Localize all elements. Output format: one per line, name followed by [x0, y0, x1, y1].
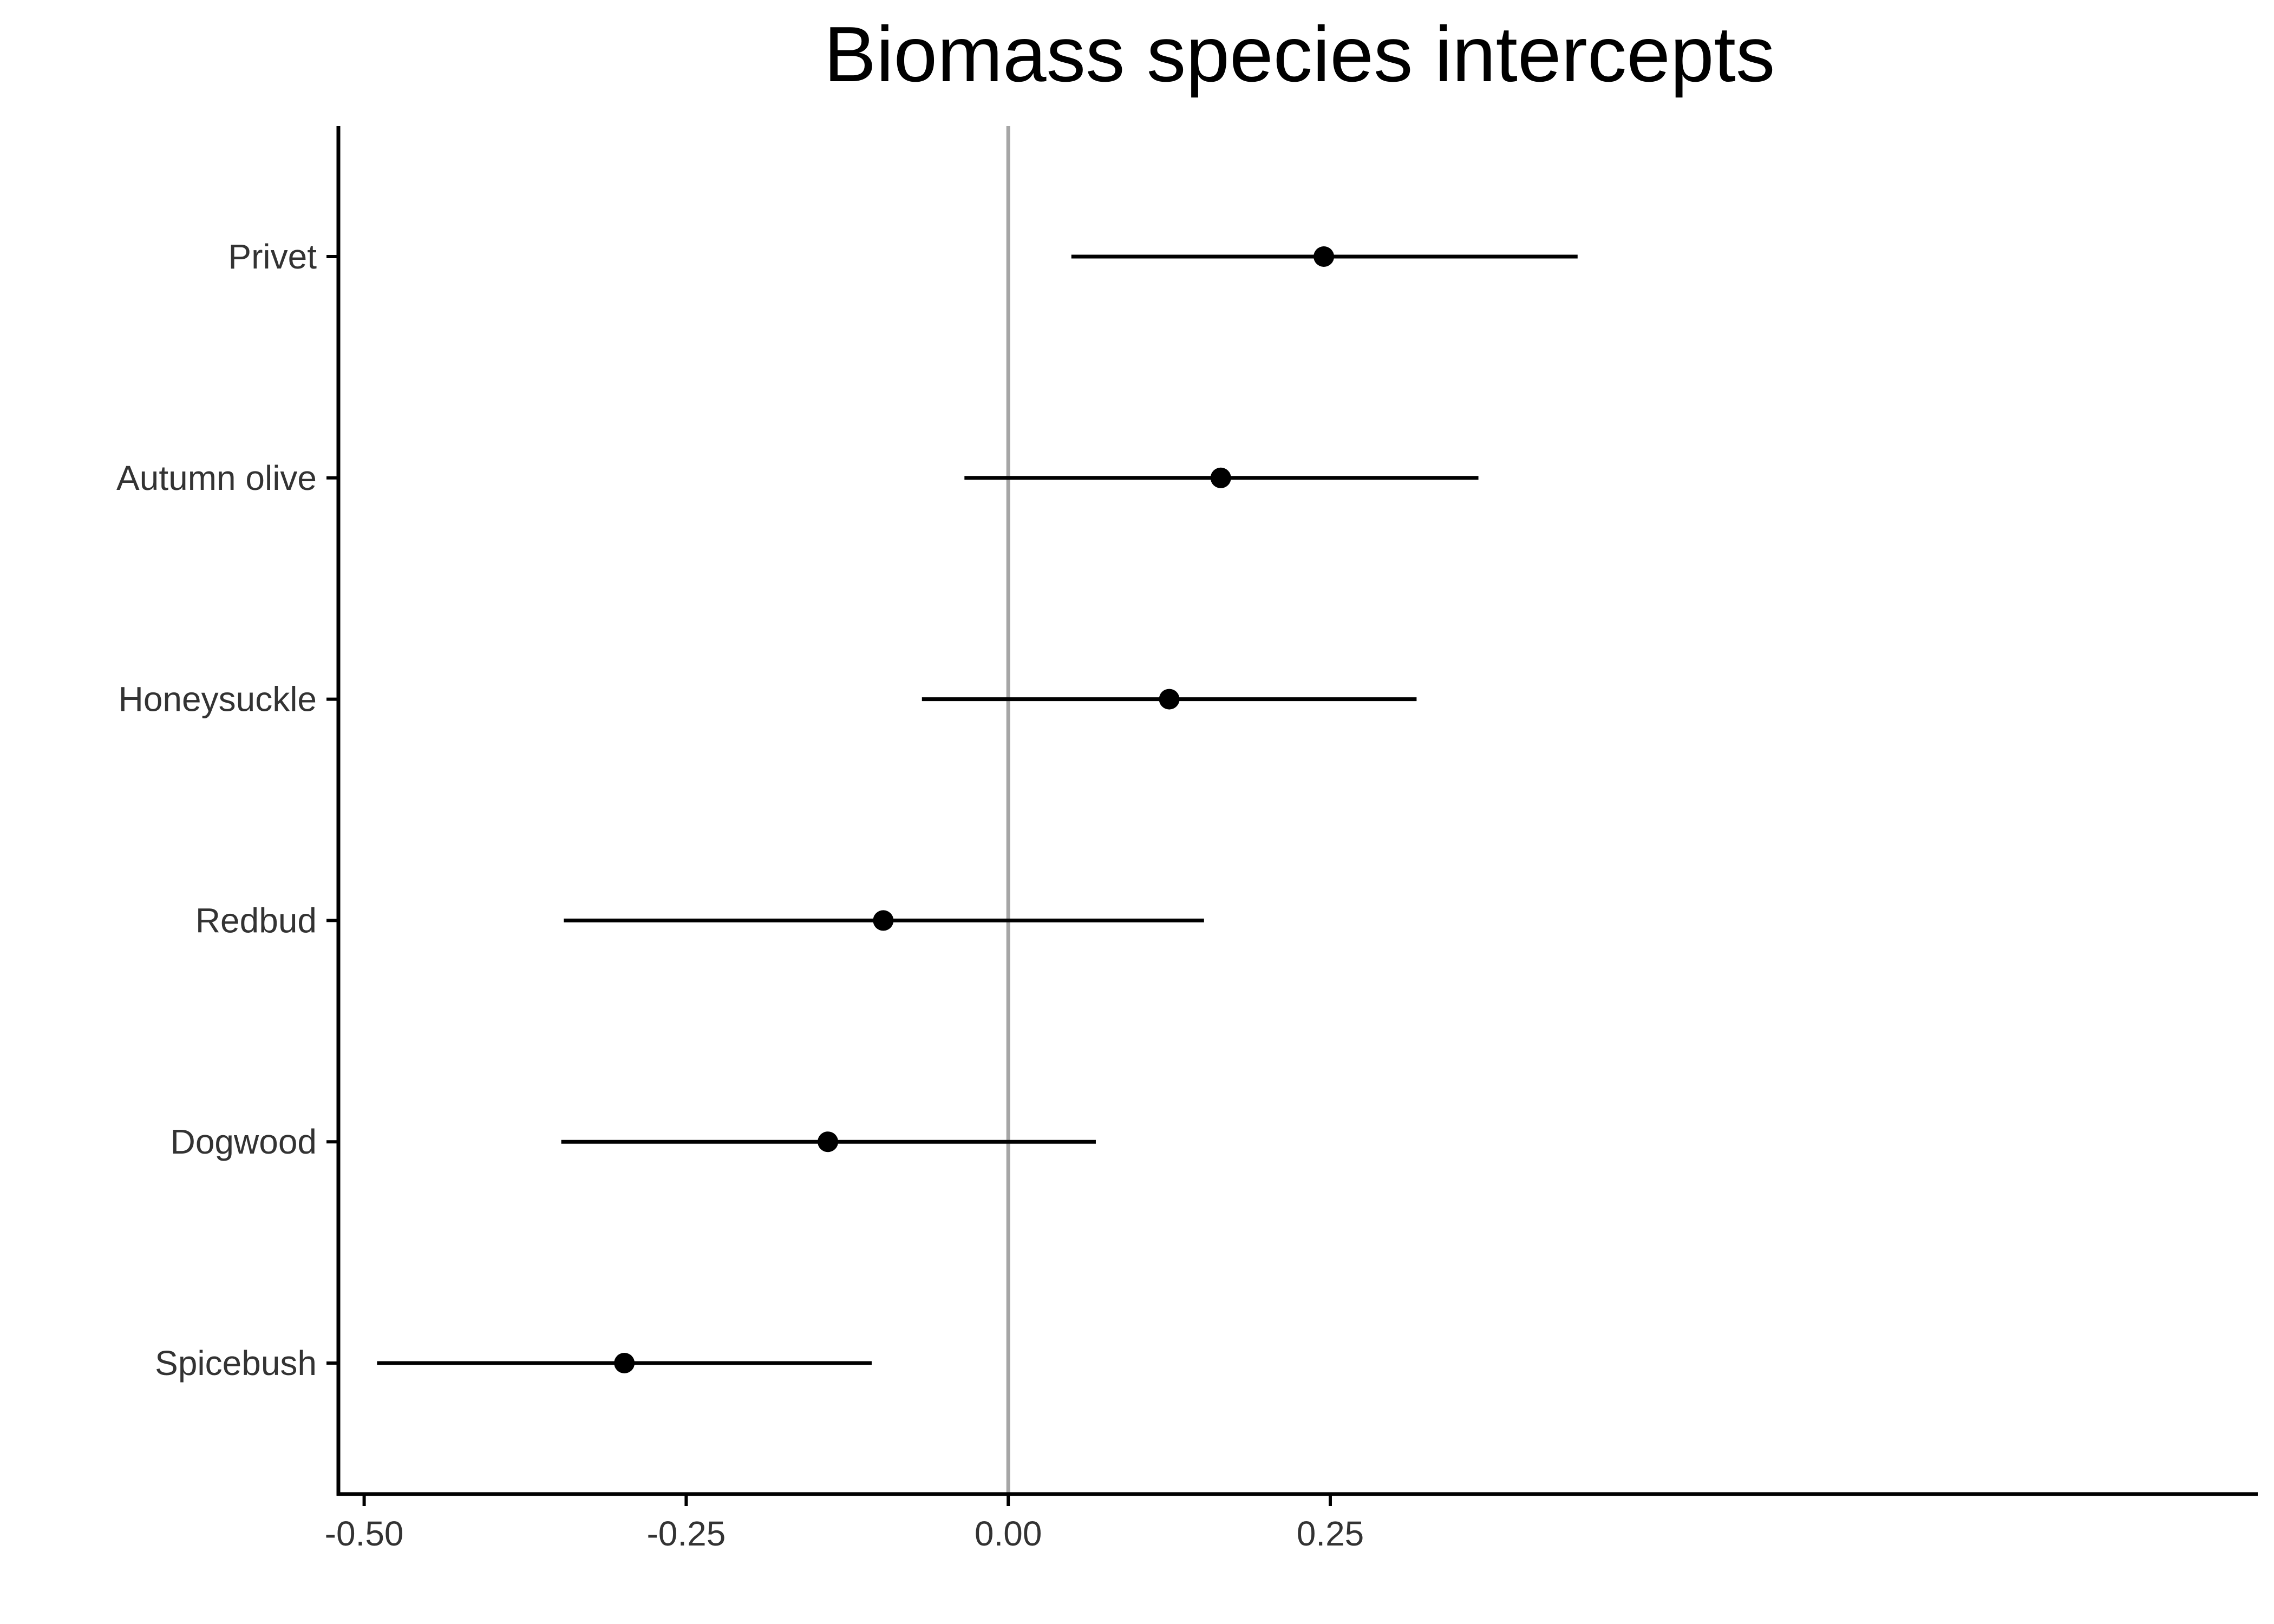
estimate-point — [873, 910, 894, 931]
estimate-point — [818, 1131, 839, 1152]
estimate-point — [614, 1353, 635, 1373]
x-tick-label: 0.25 — [1297, 1514, 1364, 1553]
estimate-point — [1159, 689, 1180, 710]
y-tick-label: Redbud — [195, 901, 317, 940]
estimate-point — [1314, 246, 1335, 267]
x-tick-label: -0.50 — [325, 1514, 404, 1553]
y-tick-label: Spicebush — [155, 1344, 317, 1383]
y-tick-label: Autumn olive — [116, 459, 317, 497]
estimate-point — [1210, 467, 1231, 488]
x-tick-label: 0.00 — [975, 1514, 1042, 1553]
chart-title: Biomass species intercepts — [824, 10, 1775, 98]
x-tick-label: -0.25 — [646, 1514, 726, 1553]
y-tick-label: Honeysuckle — [119, 680, 317, 719]
plot-area: Privet Autumn olive Honeysuckle Redbud Dogwo… — [116, 126, 2258, 1553]
y-tick-label: Dogwood — [171, 1122, 317, 1161]
y-tick-label: Privet — [228, 237, 317, 276]
